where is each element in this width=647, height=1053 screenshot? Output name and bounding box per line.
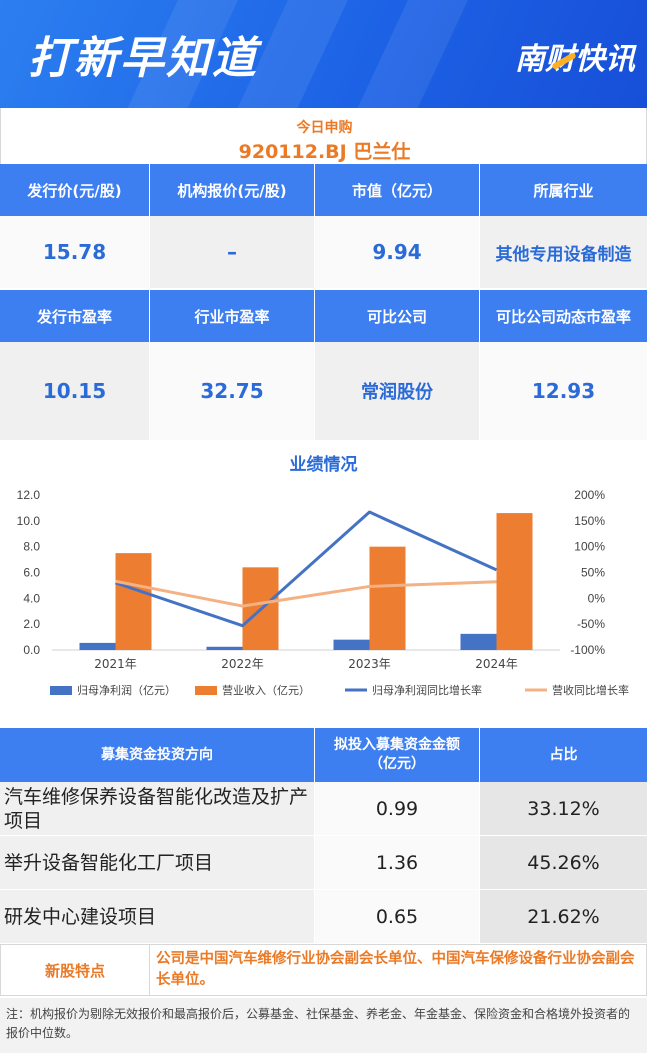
fund-row-amount: 0.65 [315,890,480,944]
header-issue-pe: 发行市盈率 [0,290,150,342]
header-industry: 所属行业 [480,164,647,216]
value-comparable: 常润股份 [315,342,480,440]
header-issue-price: 发行价(元/股) [0,164,150,216]
footnote: 注：机构报价为剔除无效报价和最高报价后，公募基金、社保基金、养老金、年金基金、保… [0,998,647,1053]
header-market-cap: 市值（亿元） [315,164,480,216]
info-grid-1: 发行价(元/股) 机构报价(元/股) 市值（亿元） 所属行业 15.78 – 9… [0,164,647,288]
y2-tick-label: 100% [574,540,605,554]
fund-row-pct: 21.62% [480,890,647,944]
header-comparable: 可比公司 [315,290,480,342]
legend-label: 归母净利润同比增长率 [372,683,482,697]
fund-row-amount: 1.36 [315,836,480,890]
y-tick-label: 10.0 [17,514,41,528]
bar [369,546,406,650]
table-row: 汽车维修保养设备智能化改造及扩产项目 0.99 33.12% [0,782,647,836]
fund-table: 募集资金投资方向 拟投入募集资金金额（亿元） 占比 汽车维修保养设备智能化改造及… [0,728,647,944]
x-tick-label: 2024年 [475,657,518,671]
performance-chart: 0.0 2.0 4.0 6.0 8.0 10.0 12.0 -100% -50% 0% 50% 100… [17,488,629,697]
series-line [115,510,498,628]
x-tick-label: 2022年 [221,657,264,671]
table-row: 举升设备智能化工厂项目 1.36 45.26% [0,836,647,890]
legend-label: 归母净利润（亿元） [77,683,176,697]
y-tick-label: 2.0 [23,617,40,631]
y2-tick-label: -50% [577,617,605,631]
header-banner: 打新早知道 南财快讯 [0,0,647,108]
subscription-box: 今日申购 920112.BJ 巴兰仕 [0,108,647,164]
fund-header-amount: 拟投入募集资金金额（亿元） [315,728,480,782]
value-inst-quote: – [150,216,315,288]
value-industry: 其他专用设备制造 [480,216,647,288]
chart-title: 业绩情况 [289,455,358,475]
header-title: 打新早知道 [28,33,258,84]
value-issue-price: 15.78 [0,216,150,288]
value-issue-pe: 10.15 [0,342,150,440]
x-tick-label: 2021年 [94,657,137,671]
y2-tick-label: 50% [581,566,605,580]
fund-row-name: 汽车维修保养设备智能化改造及扩产项目 [0,782,315,836]
value-industry-pe: 32.75 [150,342,315,440]
fund-row-pct: 33.12% [480,782,647,836]
legend-swatch [195,686,217,695]
y2-tick-label: 0% [588,591,606,605]
fund-row-name: 举升设备智能化工厂项目 [0,836,315,890]
bar [79,642,116,650]
x-tick-label: 2023年 [348,657,391,671]
bar [206,646,243,650]
stock-code-name: 920112.BJ 巴兰仕 [238,141,411,163]
legend-swatch [50,686,72,695]
table-row: 研发中心建设项目 0.65 21.62% [0,890,647,944]
brand-logo: 南财快讯 [515,42,635,77]
info-grid-2: 发行市盈率 行业市盈率 可比公司 可比公司动态市盈率 10.15 32.75 常… [0,290,647,440]
y-tick-label: 8.0 [23,540,40,554]
fund-row-amount: 0.99 [315,782,480,836]
header-industry-pe: 行业市盈率 [150,290,315,342]
bar [333,639,370,650]
y2-tick-label: -100% [570,643,605,657]
y-tick-label: 4.0 [23,591,40,605]
bar [115,553,152,650]
subscription-label: 今日申购 [296,120,353,136]
legend-label: 营业收入（亿元） [222,683,310,697]
value-market-cap: 9.94 [315,216,480,288]
feature-box: 新股特点 公司是中国汽车维修行业协会副会长单位、中国汽车保修设备行业协会副会长单… [0,944,647,996]
feature-label: 新股特点 [0,944,150,996]
y-tick-label: 12.0 [17,488,41,502]
fund-header-pct: 占比 [480,728,647,782]
fund-row-pct: 45.26% [480,836,647,890]
bar [460,633,497,650]
legend-label: 营收同比增长率 [552,683,629,697]
fund-row-name: 研发中心建设项目 [0,890,315,944]
y2-tick-label: 150% [574,514,605,528]
y-tick-label: 6.0 [23,566,40,580]
fund-header-direction: 募集资金投资方向 [0,728,315,782]
y2-tick-label: 200% [574,488,605,502]
feature-text: 公司是中国汽车维修行业协会副会长单位、中国汽车保修设备行业协会副会长单位。 [150,944,647,996]
bar [496,513,533,650]
header-comparable-pe: 可比公司动态市盈率 [480,290,647,342]
y-tick-label: 0.0 [23,643,40,657]
header-inst-quote: 机构报价(元/股) [150,164,315,216]
series-line [115,579,497,608]
value-comparable-pe: 12.93 [480,342,647,440]
